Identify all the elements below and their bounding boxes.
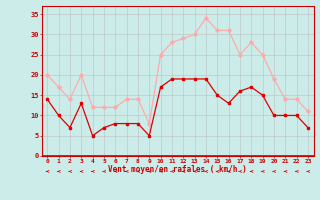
X-axis label: Vent moyen/en rafales ( km/h ): Vent moyen/en rafales ( km/h ) [108, 165, 247, 174]
